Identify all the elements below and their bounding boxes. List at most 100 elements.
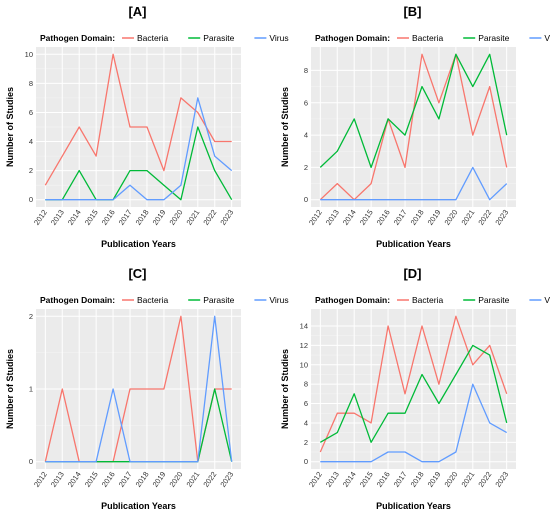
- x-tick-label: 2020: [443, 208, 460, 227]
- x-tick-label: 2015: [358, 470, 375, 489]
- series-line-parasite: [319, 344, 508, 443]
- x-tick-label: 2013: [49, 208, 66, 227]
- legend-title: Pathogen Domain:: [40, 295, 115, 305]
- x-tick-label: 2016: [100, 208, 117, 227]
- legend: Pathogen Domain: Bacteria Parasite Virus: [40, 33, 289, 43]
- legend-label-parasite: Parasite: [478, 295, 509, 305]
- x-tick-label: 2022: [476, 208, 493, 227]
- x-tick-label: 2015: [358, 208, 375, 227]
- x-tick-label: 2017: [117, 470, 134, 489]
- y-tick-label: 0: [29, 195, 33, 204]
- legend-title: Pathogen Domain:: [40, 33, 115, 43]
- x-tick-label: 2017: [392, 208, 409, 227]
- x-tick-label: 2016: [100, 470, 117, 489]
- series-line-virus: [320, 383, 508, 463]
- y-axis-title: Number of Studies: [5, 349, 15, 429]
- x-tick-label: 2023: [218, 208, 235, 227]
- legend-label-virus: Virus: [544, 33, 550, 43]
- y-tick-label: 1: [29, 385, 33, 394]
- x-tick-label: 2019: [426, 470, 443, 489]
- legend-label-parasite: Parasite: [203, 33, 234, 43]
- y-axis-title: Number of Studies: [280, 87, 290, 167]
- legend-label-bacteria: Bacteria: [412, 33, 443, 43]
- plot-background: [311, 47, 516, 207]
- legend-label-virus: Virus: [269, 295, 288, 305]
- y-tick-label: 0: [29, 457, 33, 466]
- x-tick-label: 2013: [324, 470, 341, 489]
- y-tick-label: 8: [304, 380, 308, 389]
- x-tick-label: 2018: [409, 470, 426, 489]
- series-line-parasite: [319, 53, 508, 169]
- legend-title: Pathogen Domain:: [315, 33, 390, 43]
- series-line-virus: [320, 166, 508, 201]
- chart-panel-2: [B] Pathogen Domain: Bacteria Parasite Virus…: [280, 4, 550, 249]
- x-tick-label: 2023: [493, 208, 510, 227]
- x-tick-label: 2017: [117, 208, 134, 227]
- chart-panel-1: [A] Pathogen Domain: Bacteria Parasite Virus…: [5, 4, 289, 249]
- panel-title: [B]: [403, 4, 421, 19]
- x-tick-label: 2022: [201, 470, 218, 489]
- x-tick-label: 2020: [443, 470, 460, 489]
- y-tick-label: 8: [304, 66, 308, 75]
- x-tick-label: 2012: [32, 208, 49, 227]
- chart-panel-3: [C] Pathogen Domain: Bacteria Parasite Virus…: [5, 266, 289, 511]
- x-tick-label: 2012: [32, 470, 49, 489]
- legend-label-bacteria: Bacteria: [137, 295, 168, 305]
- y-tick-label: 12: [300, 341, 308, 350]
- x-axis-title: Publication Years: [101, 239, 176, 249]
- legend-label-bacteria: Bacteria: [412, 295, 443, 305]
- x-tick-label: 2019: [151, 470, 168, 489]
- x-tick-label: 2016: [375, 208, 392, 227]
- y-tick-label: 6: [304, 399, 308, 408]
- x-axis-title: Publication Years: [376, 239, 451, 249]
- x-tick-label: 2013: [49, 470, 66, 489]
- y-tick-label: 8: [29, 79, 33, 88]
- x-axis-title: Publication Years: [101, 501, 176, 511]
- x-tick-label: 2018: [134, 470, 151, 489]
- x-tick-label: 2023: [218, 470, 235, 489]
- panel-title: [A]: [128, 4, 146, 19]
- legend: Pathogen Domain: Bacteria Parasite Virus: [40, 295, 289, 305]
- x-tick-label: 2021: [459, 470, 476, 489]
- x-tick-label: 2015: [83, 470, 100, 489]
- x-tick-label: 2022: [201, 208, 218, 227]
- x-tick-label: 2019: [426, 208, 443, 227]
- y-tick-label: 0: [304, 195, 308, 204]
- series-line-virus: [45, 97, 233, 201]
- x-tick-label: 2022: [476, 470, 493, 489]
- x-tick-label: 2023: [493, 470, 510, 489]
- series-line-bacteria: [44, 53, 232, 186]
- y-axis-title: Number of Studies: [5, 87, 15, 167]
- x-tick-label: 2021: [459, 208, 476, 227]
- x-tick-label: 2014: [66, 470, 83, 489]
- y-tick-label: 2: [29, 166, 33, 175]
- y-tick-label: 2: [304, 163, 308, 172]
- x-tick-label: 2021: [184, 208, 201, 227]
- x-tick-label: 2012: [307, 208, 324, 227]
- x-tick-label: 2020: [168, 470, 185, 489]
- y-tick-label: 2: [304, 438, 308, 447]
- y-tick-label: 14: [300, 321, 308, 330]
- y-tick-label: 10: [25, 50, 33, 59]
- x-tick-label: 2013: [324, 208, 341, 227]
- x-tick-label: 2018: [409, 208, 426, 227]
- x-tick-label: 2021: [184, 470, 201, 489]
- x-tick-label: 2014: [341, 470, 358, 489]
- x-tick-label: 2014: [66, 208, 83, 227]
- y-tick-label: 4: [304, 418, 308, 427]
- x-tick-label: 2012: [307, 470, 324, 489]
- y-tick-label: 4: [29, 137, 33, 146]
- legend: Pathogen Domain: Bacteria Parasite Virus: [315, 295, 550, 305]
- x-tick-label: 2020: [168, 208, 185, 227]
- y-tick-label: 2: [29, 312, 33, 321]
- x-tick-label: 2015: [83, 208, 100, 227]
- y-tick-label: 4: [304, 131, 308, 140]
- legend-label-bacteria: Bacteria: [137, 33, 168, 43]
- y-axis-title: Number of Studies: [280, 349, 290, 429]
- x-tick-label: 2019: [151, 208, 168, 227]
- legend-label-virus: Virus: [269, 33, 288, 43]
- chart-panel-4: [D] Pathogen Domain: Bacteria Parasite Virus…: [280, 266, 550, 511]
- series-line-parasite: [45, 126, 233, 201]
- x-tick-label: 2017: [392, 470, 409, 489]
